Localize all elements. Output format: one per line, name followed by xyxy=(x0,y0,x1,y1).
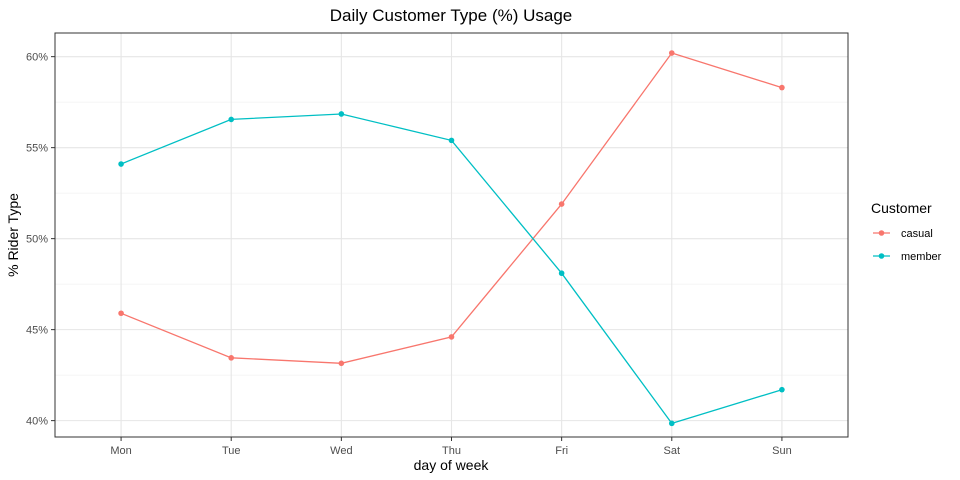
data-point-member xyxy=(448,137,455,144)
legend-key-point-member xyxy=(878,253,885,259)
data-point-casual xyxy=(558,201,565,207)
data-point-member xyxy=(228,116,235,123)
x-tick-label: Fri xyxy=(555,445,568,457)
x-tick-label: Tue xyxy=(222,445,241,457)
data-point-member xyxy=(779,386,785,393)
x-tick-label: Thu xyxy=(442,445,461,457)
x-axis-title: day of week xyxy=(414,457,490,473)
y-tick-label: 55% xyxy=(26,143,48,155)
legend-title: Customer xyxy=(871,200,932,216)
data-point-member xyxy=(118,161,124,167)
data-point-member xyxy=(558,270,565,277)
y-tick-label: 60% xyxy=(26,52,48,64)
y-tick-label: 45% xyxy=(26,325,48,337)
legend-label-member: member xyxy=(901,251,942,263)
series-lines xyxy=(118,50,785,427)
x-tick-label: Sat xyxy=(664,445,681,457)
chart-title: Daily Customer Type (%) Usage xyxy=(330,6,573,25)
data-point-casual xyxy=(228,355,235,361)
data-point-casual xyxy=(338,360,345,367)
y-tick-label: 40% xyxy=(26,416,48,428)
axis-ticks: 40% 45% 50% 55% 60% Mon Tue Wed Thu Fri Sat Sun xyxy=(26,52,792,457)
y-tick-label: 50% xyxy=(26,234,48,246)
legend-label-casual: casual xyxy=(901,228,933,240)
x-tick-label: Mon xyxy=(110,445,131,457)
legend-key-point-casual xyxy=(878,230,885,236)
y-axis-title: % Rider Type xyxy=(5,193,21,277)
grid-lines xyxy=(55,33,848,437)
x-tick-label: Wed xyxy=(330,445,352,457)
data-point-casual xyxy=(448,334,455,340)
data-point-member xyxy=(338,111,345,117)
x-tick-label: Sun xyxy=(772,445,792,457)
data-point-member xyxy=(668,420,675,427)
data-point-casual xyxy=(118,310,124,317)
data-point-casual xyxy=(779,84,785,91)
legend: Customer casual member xyxy=(871,200,942,263)
data-point-casual xyxy=(668,50,675,56)
